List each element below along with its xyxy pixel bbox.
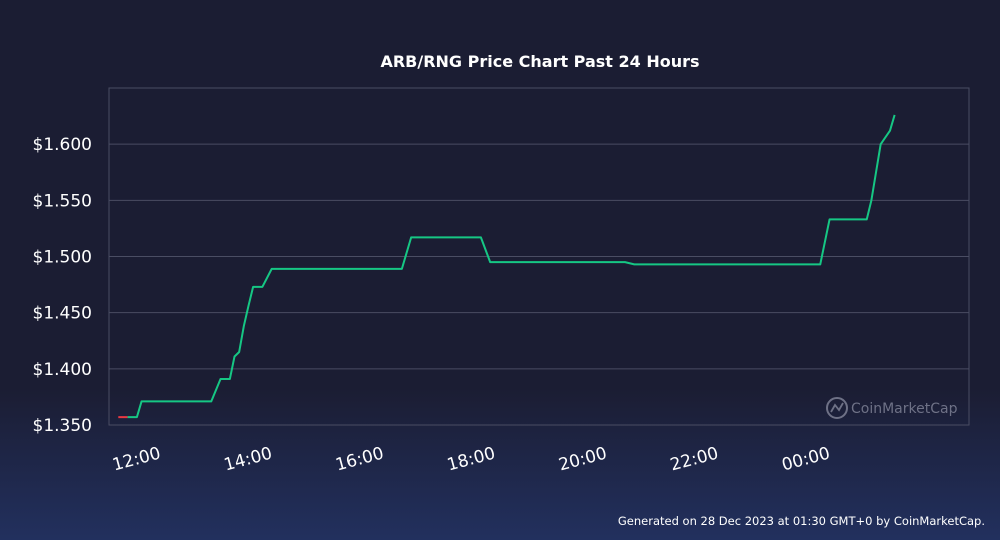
watermark: CoinMarketCap [826, 397, 958, 419]
y-tick-label: $1.550 [33, 191, 92, 211]
y-tick-label: $1.500 [33, 248, 92, 268]
x-tick-label: 22:00 [668, 444, 721, 476]
footer-note: Generated on 28 Dec 2023 at 01:30 GMT+0 … [617, 514, 985, 528]
x-axis: 12:00 14:00 16:00 18:00 20:00 22:00 00:00 [110, 444, 832, 476]
watermark-text: CoinMarketCap [851, 401, 958, 417]
y-tick-label: $1.350 [33, 416, 92, 436]
y-tick-label: $1.600 [33, 135, 92, 155]
x-tick-label: 16:00 [333, 444, 386, 476]
y-tick-label: $1.400 [33, 360, 92, 380]
x-tick-label: 14:00 [222, 444, 275, 476]
grid [108, 87, 970, 426]
coinmarketcap-logo-mark-icon [830, 402, 844, 413]
x-tick-label: 12:00 [110, 444, 163, 476]
x-tick-label: 00:00 [780, 444, 833, 476]
x-tick-label: 18:00 [445, 444, 498, 476]
chart-title: ARB/RNG Price Chart Past 24 Hours [380, 52, 699, 71]
y-tick-label: $1.450 [33, 304, 92, 324]
y-axis: $1.350 $1.400 $1.450 $1.500 $1.550 $1.600 [33, 135, 92, 436]
x-tick-label: 20:00 [557, 444, 610, 476]
series-line [127, 114, 896, 419]
series [118, 114, 896, 419]
coinmarketcap-logo-icon [826, 397, 848, 419]
